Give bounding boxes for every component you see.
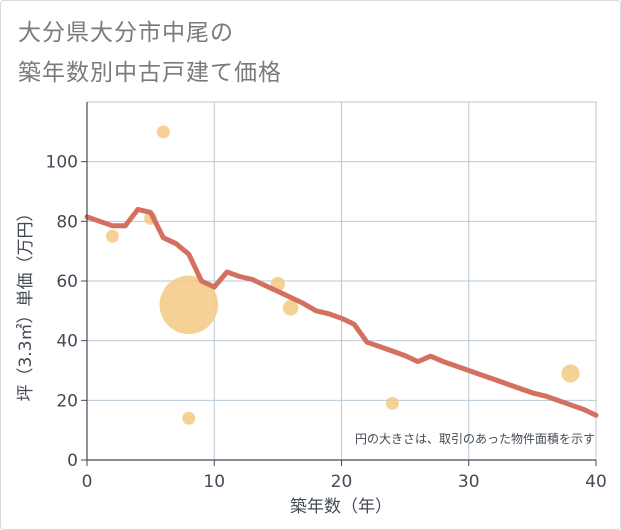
x-tick-label: 10 (203, 472, 225, 492)
scatter-points (105, 125, 580, 425)
scatter-point (561, 364, 580, 383)
scatter-point (156, 125, 170, 139)
tick-labels: 0 10 20 30 40 0 20 40 60 80 100 (46, 153, 607, 492)
scatter-point (159, 275, 219, 335)
x-axis-label: 築年数（年） (290, 497, 392, 517)
y-tick-label: 60 (56, 272, 78, 292)
trend-line (84, 206, 599, 418)
scatter-point (385, 396, 399, 410)
x-tick-label: 40 (585, 472, 607, 492)
scatter-point (182, 411, 196, 425)
y-axis-label: 坪（3.3㎡）単価（万円） (16, 204, 36, 401)
x-tick-label: 0 (82, 472, 93, 492)
trend-line-group (84, 206, 599, 418)
y-tick-label: 80 (56, 212, 78, 232)
scatter-point (282, 300, 299, 316)
y-tick-label: 40 (56, 332, 78, 352)
x-tick-label: 20 (331, 472, 353, 492)
chart-title-line-2: 築年数別中古戸建て価格 (18, 60, 282, 86)
y-tick-label: 0 (67, 451, 78, 471)
y-tick-label: 100 (46, 153, 78, 173)
axes (81, 102, 597, 466)
y-tick-label: 20 (56, 391, 78, 411)
scatter-point (105, 229, 119, 243)
grid-lines (86, 101, 597, 461)
chart-title-line-1: 大分県大分市中尾の (18, 20, 234, 46)
bubble-size-note: 円の大きさは、取引のあった物件面積を示す (355, 431, 595, 446)
x-tick-label: 30 (458, 472, 480, 492)
